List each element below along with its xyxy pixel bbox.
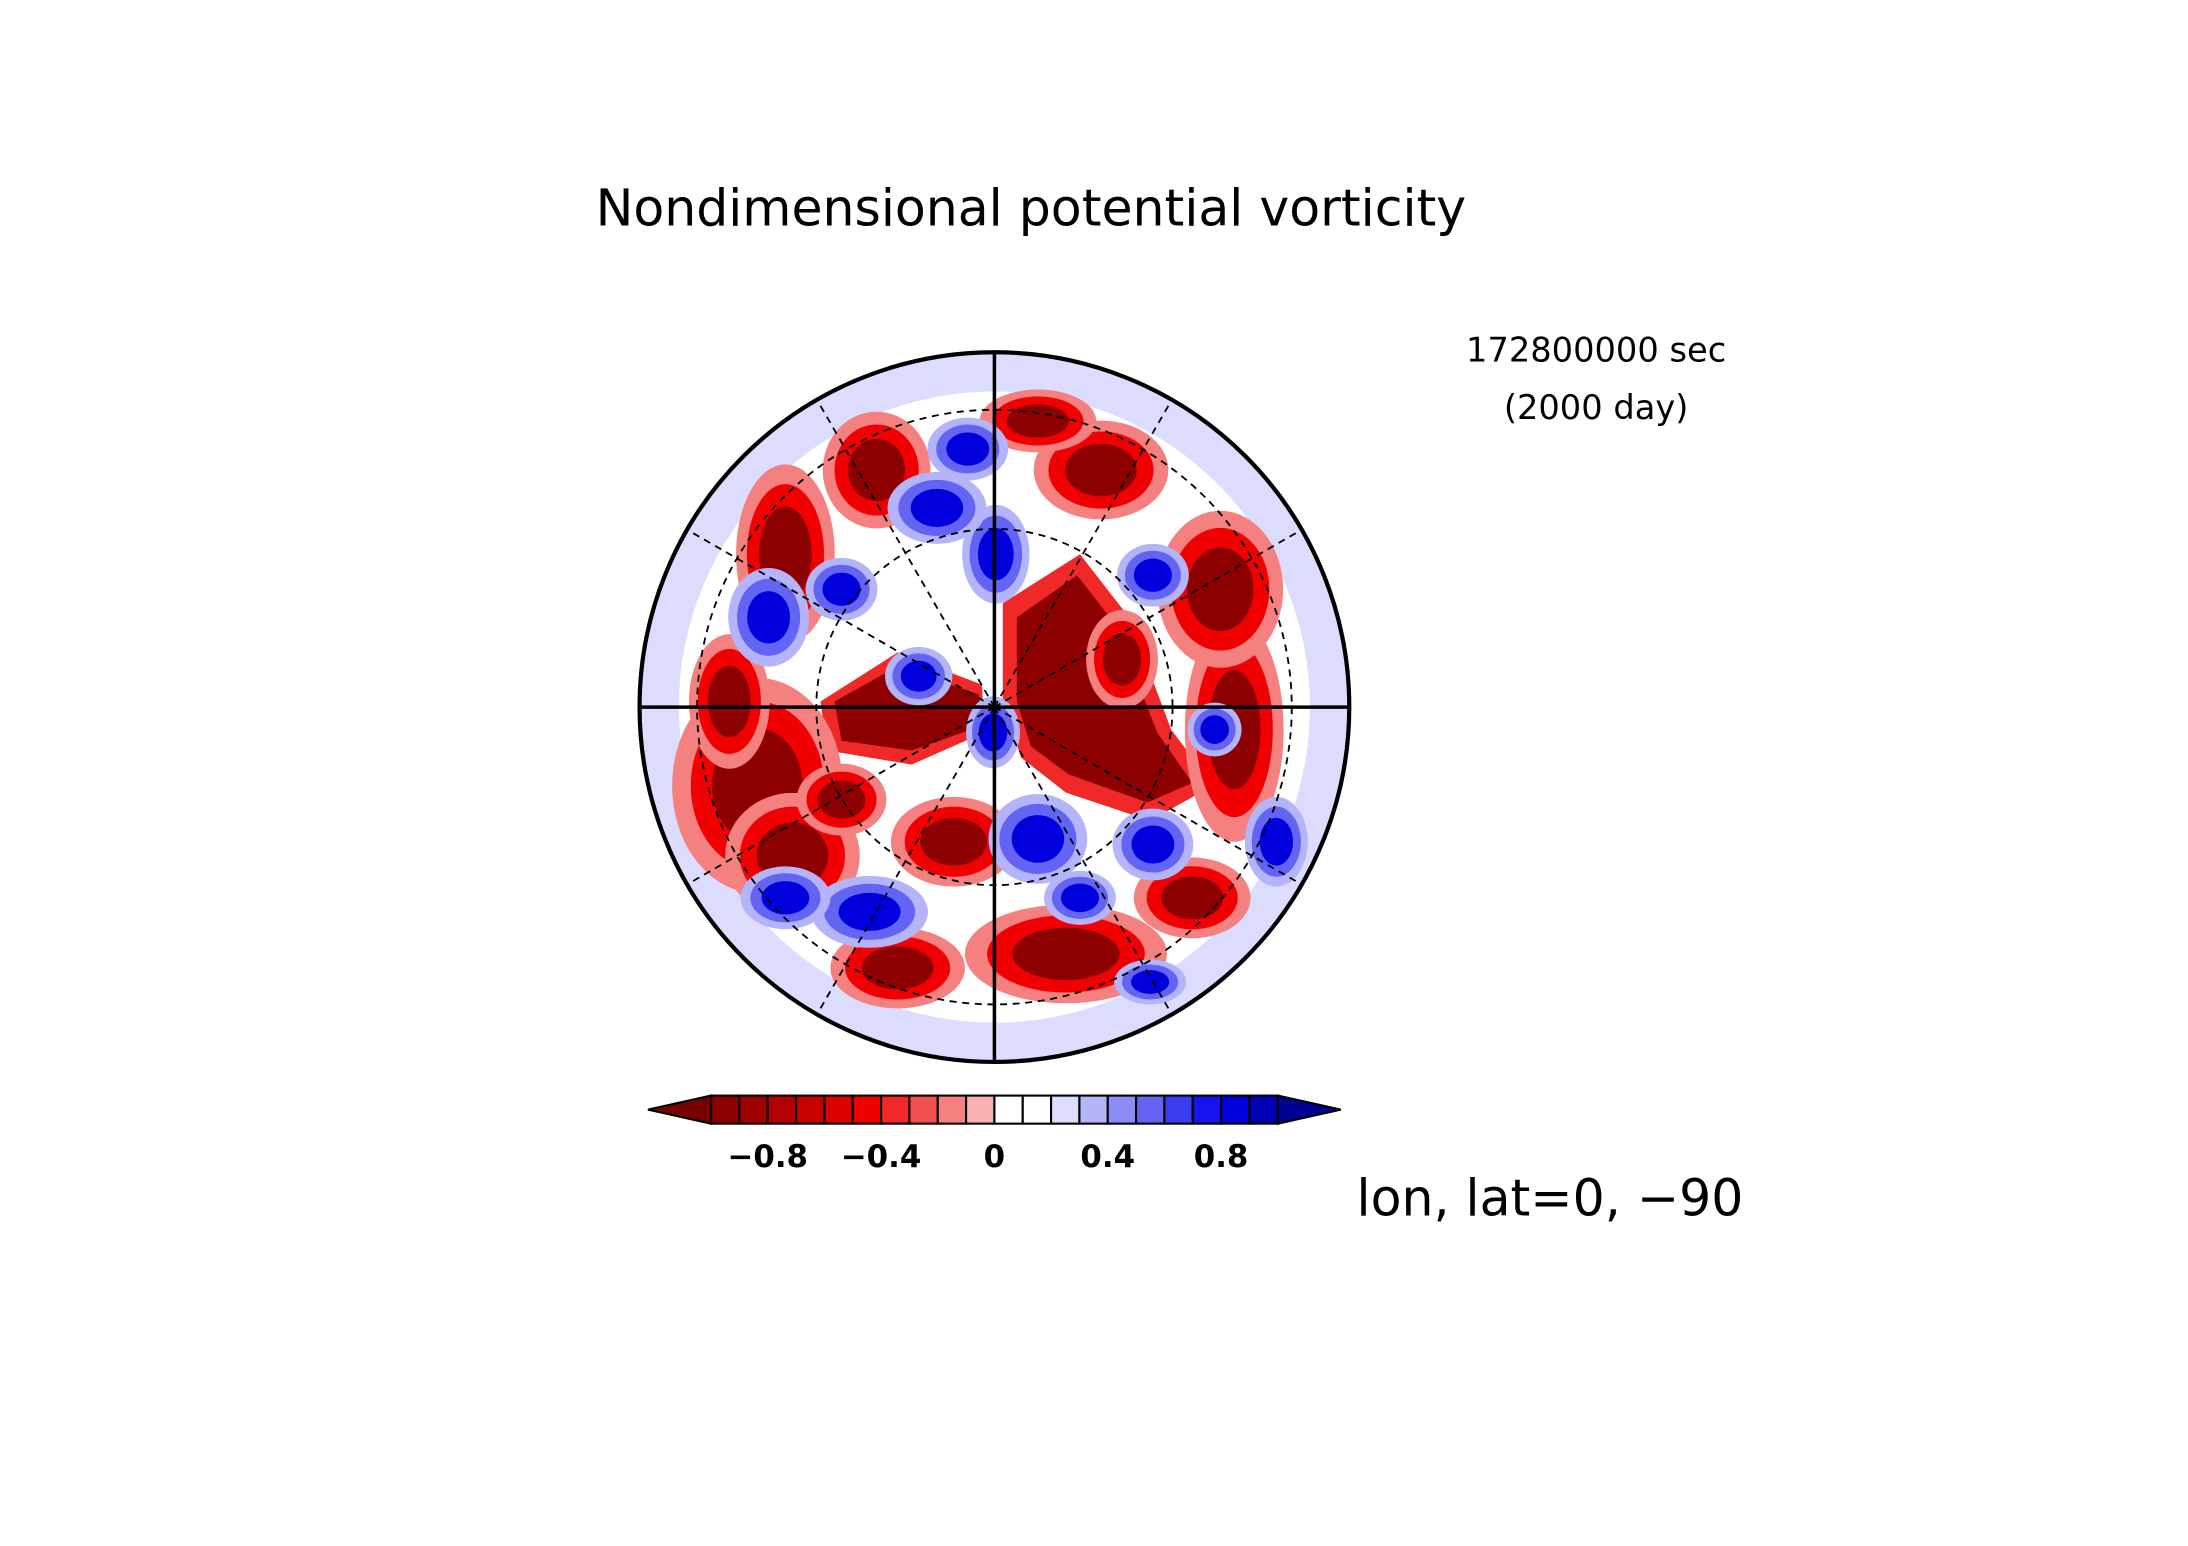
contour-blob <box>1060 883 1100 913</box>
colorbar-box <box>1106 1094 1138 1125</box>
colorbar-box <box>1248 1094 1279 1125</box>
contour-blob <box>1012 927 1120 981</box>
colorbar-box <box>738 1094 769 1125</box>
contour-blob <box>1102 633 1142 686</box>
longitude-line <box>686 528 995 708</box>
colorbar-box <box>766 1094 798 1125</box>
time-annotation: 172800000 sec <box>1466 331 1726 370</box>
longitude-line <box>993 706 1303 886</box>
contour-blob <box>838 892 901 931</box>
colorbar-box <box>1050 1094 1081 1125</box>
colorbar-tick-label: −0.8 <box>728 1139 808 1175</box>
contour-blob <box>1065 443 1137 497</box>
chart-title: Nondimensional potential vorticity <box>596 178 1467 237</box>
contour-blob <box>707 665 751 738</box>
colorbar-box <box>880 1094 911 1125</box>
contour-field <box>639 352 1350 1062</box>
contour-blob <box>1131 970 1170 994</box>
colorbar-box <box>1163 1094 1194 1125</box>
contour-blob <box>910 488 964 527</box>
colorbar-tick-label: 0 <box>984 1139 1005 1175</box>
colorbar-box <box>1220 1094 1251 1125</box>
colorbar-box <box>908 1094 939 1125</box>
contour-blob <box>946 432 990 466</box>
contour-blob <box>900 660 937 692</box>
colorbar-extend <box>1276 1094 1342 1125</box>
colorbar-box <box>936 1094 968 1125</box>
colorbar-box <box>1191 1094 1223 1125</box>
colorbar-tick-label: 0.4 <box>1080 1139 1135 1175</box>
contour-blob <box>817 780 866 819</box>
longitude-line <box>686 706 995 886</box>
colorbar-box <box>823 1094 854 1125</box>
time-annotation: (2000 day) <box>1504 388 1689 427</box>
contour-blob <box>920 817 988 866</box>
colorbar-extend <box>647 1094 713 1125</box>
colorbar-box <box>1078 1094 1109 1125</box>
colorbar-box <box>851 1094 883 1125</box>
colorbar-box <box>710 1094 741 1125</box>
contour-blob <box>761 881 810 915</box>
contour-blob <box>1200 715 1229 744</box>
contour-blob <box>1006 404 1069 438</box>
contour-blob <box>861 946 934 990</box>
longitude-line <box>993 528 1303 708</box>
colorbar-box <box>993 1094 1024 1125</box>
contour-blob <box>847 439 906 502</box>
colorbar-box <box>965 1094 996 1125</box>
contour-blob <box>1186 547 1254 631</box>
axis-label: lon, lat=0, −90 <box>1357 1169 1744 1228</box>
contour-blob <box>1133 558 1172 592</box>
contour-blob <box>747 591 791 644</box>
colorbar-tick-label: −0.4 <box>841 1139 921 1175</box>
contour-blob <box>1131 825 1175 864</box>
colorbar-tick-label: 0.8 <box>1194 1139 1249 1175</box>
map-boundary <box>637 350 1352 1065</box>
colorbar-box <box>1135 1094 1166 1125</box>
contour-blob <box>1259 817 1294 866</box>
longitude-line <box>816 399 996 708</box>
longitude-line <box>993 399 1173 708</box>
contour-blob <box>1161 876 1224 920</box>
colorbar: −0.8 −0.4 0 0.4 0.8 <box>647 1094 1342 1175</box>
contour-blob <box>1011 815 1065 863</box>
colorbar-box <box>1021 1094 1053 1125</box>
longitude-line <box>816 706 996 1015</box>
longitude-line <box>993 706 1173 1015</box>
contour-blob <box>822 572 861 606</box>
graticule <box>637 350 1352 1065</box>
colorbar-box <box>795 1094 826 1125</box>
